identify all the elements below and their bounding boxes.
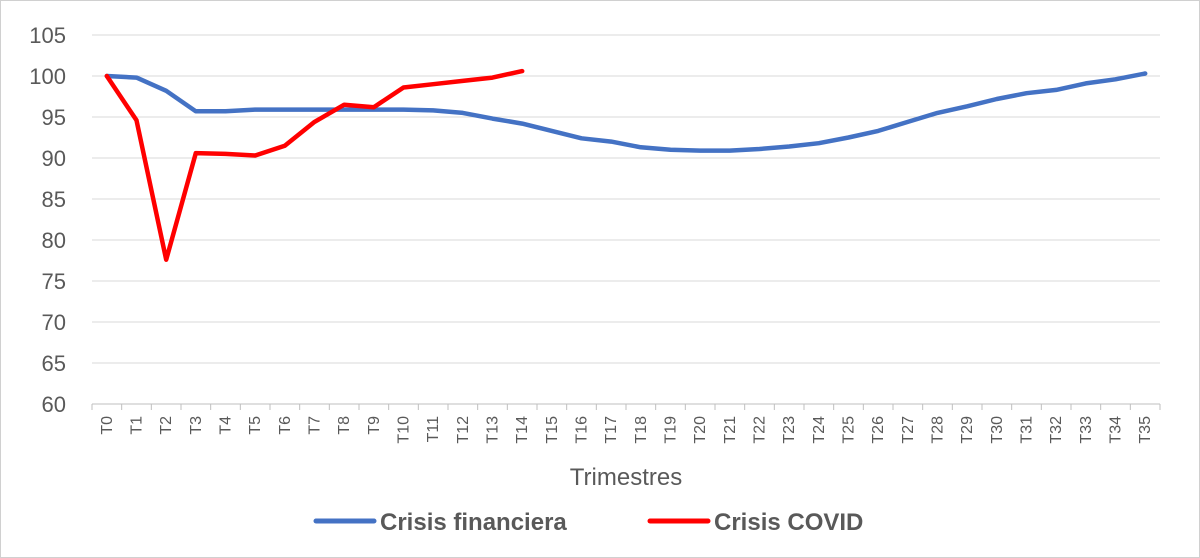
x-tick-label: T29 — [959, 416, 976, 444]
x-tick-label: T25 — [841, 416, 858, 444]
legend: Crisis financiera Crisis COVID — [313, 509, 863, 536]
series-lines — [104, 68, 1148, 262]
x-tick-label: T17 — [603, 416, 620, 444]
y-tick-label: 70 — [42, 310, 66, 335]
x-axis-tickmarks — [91, 404, 1161, 410]
x-tick-label: T18 — [633, 416, 650, 444]
y-tick-label: 95 — [42, 105, 66, 130]
x-tick-label: T30 — [989, 416, 1006, 444]
x-tick-label: T24 — [811, 416, 828, 444]
y-tick-label: 65 — [42, 351, 66, 376]
x-tick-label: T31 — [1019, 416, 1036, 444]
x-tick-label: T11 — [425, 416, 442, 442]
y-tick-label: 105 — [29, 23, 66, 48]
x-tick-label: T27 — [900, 416, 917, 444]
x-tick-label: T32 — [1048, 416, 1065, 444]
legend-label-1: Crisis COVID — [714, 509, 863, 536]
x-tick-label: T22 — [752, 416, 769, 444]
x-tick-label: T8 — [336, 416, 353, 435]
x-tick-label: T21 — [722, 416, 739, 444]
x-tick-label: T16 — [574, 416, 591, 444]
x-axis-labels: T0 T1 T2 T3 T4 T5 T6 T7 T8 T9 T10 T11 T12 T13 T14 T15 T1… — [99, 416, 1154, 444]
y-tick-label: 60 — [42, 392, 66, 417]
x-tick-label: T23 — [781, 416, 798, 444]
x-tick-label: T19 — [663, 416, 680, 444]
series-line-0 — [104, 71, 1148, 153]
x-tick-label: T3 — [188, 416, 205, 435]
x-tick-label: T5 — [247, 416, 264, 435]
x-tick-label: T7 — [307, 416, 324, 435]
x-tick-label: T6 — [277, 416, 294, 435]
x-tick-label: T1 — [129, 416, 146, 435]
series-line-1 — [104, 68, 525, 262]
x-axis-title: Trimestres — [570, 464, 682, 491]
x-tick-label: T35 — [1137, 416, 1154, 444]
y-tick-label: 90 — [42, 146, 66, 171]
x-tick-label: T13 — [485, 416, 502, 444]
x-tick-label: T10 — [396, 416, 413, 444]
x-tick-label: T4 — [218, 416, 235, 435]
x-tick-label: T0 — [99, 416, 116, 435]
x-tick-label: T15 — [544, 416, 561, 444]
y-tick-label: 75 — [42, 269, 66, 294]
x-tick-label: T9 — [366, 416, 383, 435]
x-tick-label: T28 — [930, 416, 947, 444]
x-tick-label: T2 — [158, 416, 175, 435]
x-tick-label: T12 — [455, 416, 472, 444]
y-axis-ticks: 60 65 70 75 80 85 90 95 100 105 — [29, 23, 66, 417]
x-tick-label: T14 — [514, 416, 531, 444]
y-tick-label: 85 — [42, 187, 66, 212]
y-tick-label: 100 — [29, 64, 66, 89]
x-tick-label: T26 — [870, 416, 887, 444]
gridlines — [92, 34, 1160, 364]
x-tick-label: T20 — [692, 416, 709, 444]
legend-label-0: Crisis financiera — [380, 509, 567, 536]
y-tick-label: 80 — [42, 228, 66, 253]
x-tick-label: T34 — [1108, 416, 1125, 444]
x-tick-label: T33 — [1078, 416, 1095, 444]
